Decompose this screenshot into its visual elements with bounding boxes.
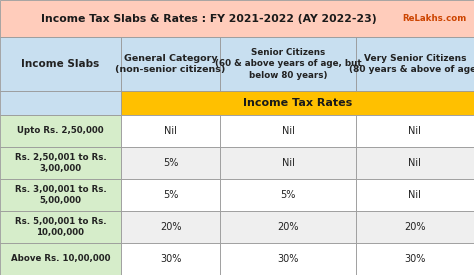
Bar [220,115,356,147]
Bar [0,147,121,179]
Bar [121,147,220,179]
Bar [0,37,121,91]
Text: 20%: 20% [160,222,182,232]
Text: 30%: 30% [277,254,299,264]
Bar [220,179,356,211]
Text: 5%: 5% [280,190,296,200]
Bar [121,37,220,91]
Text: ReLakhs.com: ReLakhs.com [402,14,467,23]
Text: Nil: Nil [408,126,421,136]
Text: Income Tax Slabs & Rates : FY 2021-2022 (AY 2022-23): Income Tax Slabs & Rates : FY 2021-2022 … [41,13,376,24]
Text: Nil: Nil [282,126,294,136]
Text: Rs. 3,00,001 to Rs.
5,00,000: Rs. 3,00,001 to Rs. 5,00,000 [15,185,106,205]
Bar [356,147,474,179]
Text: Nil: Nil [282,158,294,168]
Text: Above Rs. 10,00,000: Above Rs. 10,00,000 [11,254,110,263]
Bar [220,211,356,243]
Bar [356,243,474,275]
Text: Rs. 5,00,001 to Rs.
10,00,000: Rs. 5,00,001 to Rs. 10,00,000 [15,217,106,237]
Bar [0,91,121,115]
Bar [0,179,121,211]
Bar [0,115,121,147]
Text: Very Senior Citizens
(80 years & above of age): Very Senior Citizens (80 years & above o… [349,54,474,74]
Bar [356,115,474,147]
Text: Upto Rs. 2,50,000: Upto Rs. 2,50,000 [17,126,104,136]
Text: 5%: 5% [163,158,178,168]
Bar [220,37,356,91]
Text: 5%: 5% [163,190,178,200]
Text: 20%: 20% [277,222,299,232]
Bar [0,0,474,37]
Text: 30%: 30% [160,254,182,264]
Text: Rs. 2,50,001 to Rs.
3,00,000: Rs. 2,50,001 to Rs. 3,00,000 [15,153,106,173]
Bar [0,211,121,243]
Bar [356,211,474,243]
Bar [121,243,220,275]
Bar [356,37,474,91]
Text: Senior Citizens
(60 & above years of age, but
below 80 years): Senior Citizens (60 & above years of age… [215,48,361,79]
Bar [220,147,356,179]
Bar [121,115,220,147]
Bar [356,179,474,211]
Text: Nil: Nil [164,126,177,136]
Text: Nil: Nil [408,190,421,200]
Text: 30%: 30% [404,254,426,264]
Bar [121,91,474,115]
Bar [121,179,220,211]
Text: Income Slabs: Income Slabs [21,59,100,69]
Text: Nil: Nil [408,158,421,168]
Bar [0,243,121,275]
Bar [121,211,220,243]
Text: Income Tax Rates: Income Tax Rates [243,98,352,108]
Bar [220,243,356,275]
Text: 20%: 20% [404,222,426,232]
Text: General Category
(non-senior citizens): General Category (non-senior citizens) [116,54,226,74]
